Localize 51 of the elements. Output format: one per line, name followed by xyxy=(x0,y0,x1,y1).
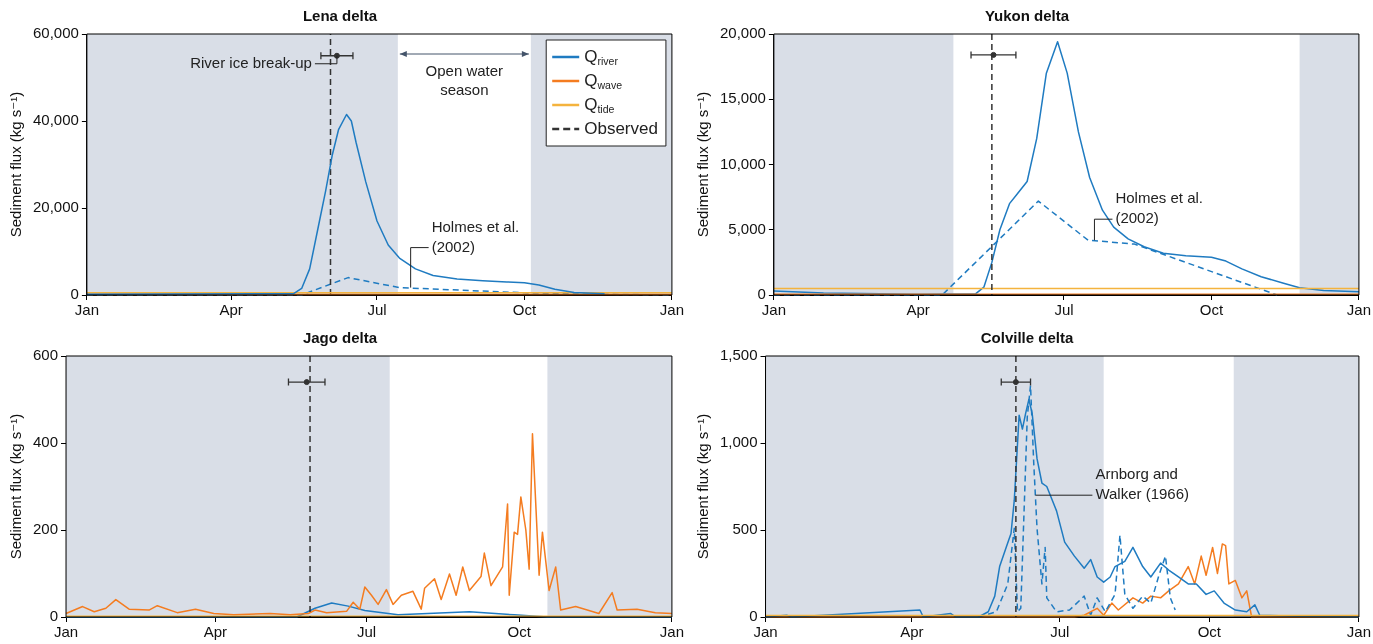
y-tick-label: 200 xyxy=(33,520,59,538)
x-tick-label: Jan xyxy=(1346,623,1371,641)
x-tick-label: Jul xyxy=(1050,623,1070,641)
x-tick-label: Oct xyxy=(512,301,537,319)
annotation: Holmes et al. (2002) xyxy=(1115,189,1203,227)
y-tick-label: 0 xyxy=(70,285,79,303)
y-axis-title: Sediment flux (kg s⁻¹) xyxy=(7,413,25,560)
y-tick-label: 60,000 xyxy=(32,24,79,42)
x-tick-label: Oct xyxy=(1199,301,1224,319)
y-tick-label: 0 xyxy=(749,607,758,625)
x-tick-label: Jul xyxy=(367,301,387,319)
x-tick-label: Jan xyxy=(659,301,684,319)
y-tick-label: 10,000 xyxy=(719,154,766,172)
y-tick-label: 15,000 xyxy=(719,89,766,107)
x-tick-label: Jan xyxy=(753,623,778,641)
x-tick-label: Jan xyxy=(659,623,684,641)
x-tick-label: Oct xyxy=(507,623,532,641)
chart-title: Yukon delta xyxy=(984,7,1070,25)
x-tick-label: Oct xyxy=(1197,623,1222,641)
x-tick-label: Jul xyxy=(1054,301,1074,319)
annotation: Holmes et al. (2002) xyxy=(431,217,520,255)
y-tick-label: 1,000 xyxy=(719,433,758,451)
y-tick-label: 1,500 xyxy=(719,346,758,364)
x-tick-label: Apr xyxy=(906,301,930,319)
y-axis-title: Sediment flux (kg s⁻¹) xyxy=(694,91,712,238)
y-tick-label: 20,000 xyxy=(32,198,79,216)
y-axis-title: Sediment flux (kg s⁻¹) xyxy=(694,413,712,560)
y-tick-label: 20,000 xyxy=(719,24,766,42)
annotation: Arnborg and Walker (1966) xyxy=(1095,465,1190,503)
x-tick-label: Apr xyxy=(900,623,924,641)
x-tick-label: Apr xyxy=(219,301,243,319)
annotation: River ice break-up xyxy=(190,53,312,71)
y-tick-label: 5,000 xyxy=(728,219,766,237)
x-tick-label: Jan xyxy=(761,301,786,319)
chart-title: Lena delta xyxy=(302,7,378,25)
y-tick-label: 0 xyxy=(49,607,59,625)
chart-title: Jago delta xyxy=(302,329,378,347)
annotation: Open water season xyxy=(425,62,504,99)
x-tick-label: Apr xyxy=(203,623,228,641)
y-tick-label: 400 xyxy=(33,433,59,451)
x-tick-label: Jul xyxy=(356,623,377,641)
x-tick-label: Jan xyxy=(74,301,99,319)
y-axis-title: Sediment flux (kg s⁻¹) xyxy=(7,91,25,238)
y-tick-label: 600 xyxy=(33,346,59,364)
x-tick-label: Jan xyxy=(53,623,79,641)
chart-title: Colville delta xyxy=(980,329,1074,347)
y-tick-label: 40,000 xyxy=(32,111,79,129)
y-tick-label: 500 xyxy=(732,520,758,538)
y-tick-label: 0 xyxy=(757,285,766,303)
legend-label: Observed xyxy=(584,118,658,138)
x-tick-label: Jan xyxy=(1346,301,1371,319)
